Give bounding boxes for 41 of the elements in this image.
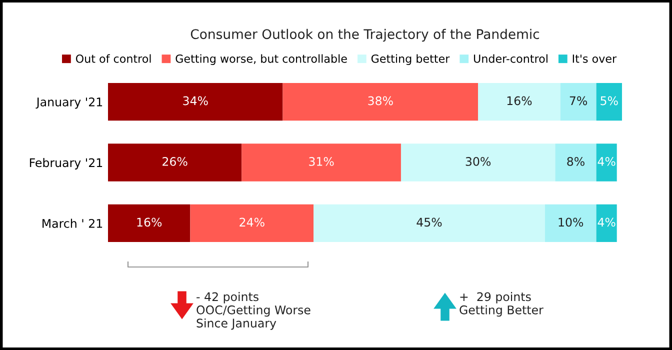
bar: [555, 144, 596, 182]
bar: [478, 82, 560, 121]
data-label: 45%: [416, 218, 442, 227]
data-label: 4%: [598, 156, 616, 166]
data-label: 24%: [240, 218, 264, 227]
legend-label: Getting better: [371, 54, 450, 65]
bar: [560, 82, 596, 121]
y-tick-label: March ' 21: [42, 218, 102, 228]
data-label: 30%: [466, 156, 491, 166]
legend-label: Getting worse, but controllable: [176, 54, 347, 65]
data-label: 4%: [598, 218, 616, 227]
bar: [242, 144, 401, 182]
bar: [400, 144, 556, 182]
bar: [314, 204, 545, 242]
chart-title: Consumer Outlook on the Trajectory of the Pandemic: [190, 28, 540, 42]
bar: [108, 82, 283, 121]
y-tick-label: February '21: [30, 158, 102, 170]
legend-label: Out of control: [76, 54, 151, 63]
bar: [282, 82, 478, 121]
bar: [596, 82, 622, 121]
data-label: 31%: [309, 156, 334, 166]
data-label: 38%: [368, 96, 393, 106]
bar: [596, 204, 617, 242]
data-label: 34%: [183, 96, 208, 106]
data-label: 8%: [567, 156, 584, 166]
data-label: 7%: [570, 96, 588, 106]
bar: [596, 144, 617, 182]
bar: [108, 144, 242, 182]
bar: [108, 204, 190, 242]
data-label: 5%: [600, 96, 618, 106]
text: + 29 points Getting Better: [460, 292, 544, 317]
bar: [544, 204, 596, 242]
data-label: 10%: [558, 218, 584, 227]
bar: [190, 204, 314, 242]
text: - 42 points OOC/Getting Worse Since January: [196, 292, 310, 330]
legend-label: Under-control: [474, 54, 548, 63]
data-label: 16%: [137, 218, 162, 227]
data-label: 16%: [507, 96, 532, 106]
data-label: 26%: [162, 156, 188, 166]
y-tick-label: January '21: [36, 98, 102, 109]
legend-label: It's over: [572, 54, 617, 63]
